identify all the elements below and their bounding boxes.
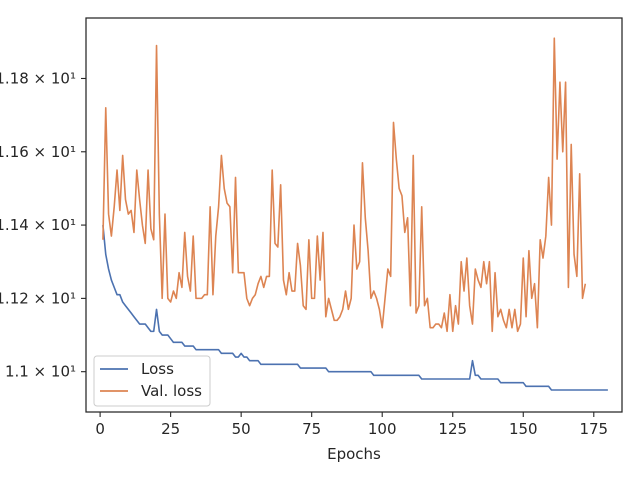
series-line-loss [102,225,608,391]
legend-label: Val. loss [141,382,202,400]
x-tick-label: 150 [509,420,538,438]
plot-area [85,17,623,413]
y-axis-ticks: 1.1 × 10¹ 1.12 × 10¹ 1.14 × 10¹ 1.16 × 10¹ 1… [0,69,86,381]
x-tick-label: 75 [302,420,321,438]
x-tick-label: 0 [95,420,105,438]
legend-label: Loss [141,360,174,378]
x-axis-ticks: 0 25 50 75 100 125 150 175 [95,412,608,438]
series-line-val-loss [102,37,587,333]
y-tick-label: 1.16 × 10¹ [0,143,76,161]
x-axis-title: Epochs [327,445,381,463]
y-tick-label: 1.18 × 10¹ [0,69,76,87]
x-tick-label: 175 [579,420,608,438]
y-tick-label: 1.14 × 10¹ [0,216,76,234]
x-tick-label: 125 [438,420,467,438]
plot-frame [85,17,623,413]
x-tick-label: 25 [161,420,180,438]
series-layer [102,37,608,391]
y-tick-label: 1.1 × 10¹ [5,363,76,381]
legend: Loss Val. loss [93,355,211,407]
x-tick-label: 100 [368,420,397,438]
x-tick-label: 50 [232,420,251,438]
y-tick-label: 1.12 × 10¹ [0,289,76,307]
